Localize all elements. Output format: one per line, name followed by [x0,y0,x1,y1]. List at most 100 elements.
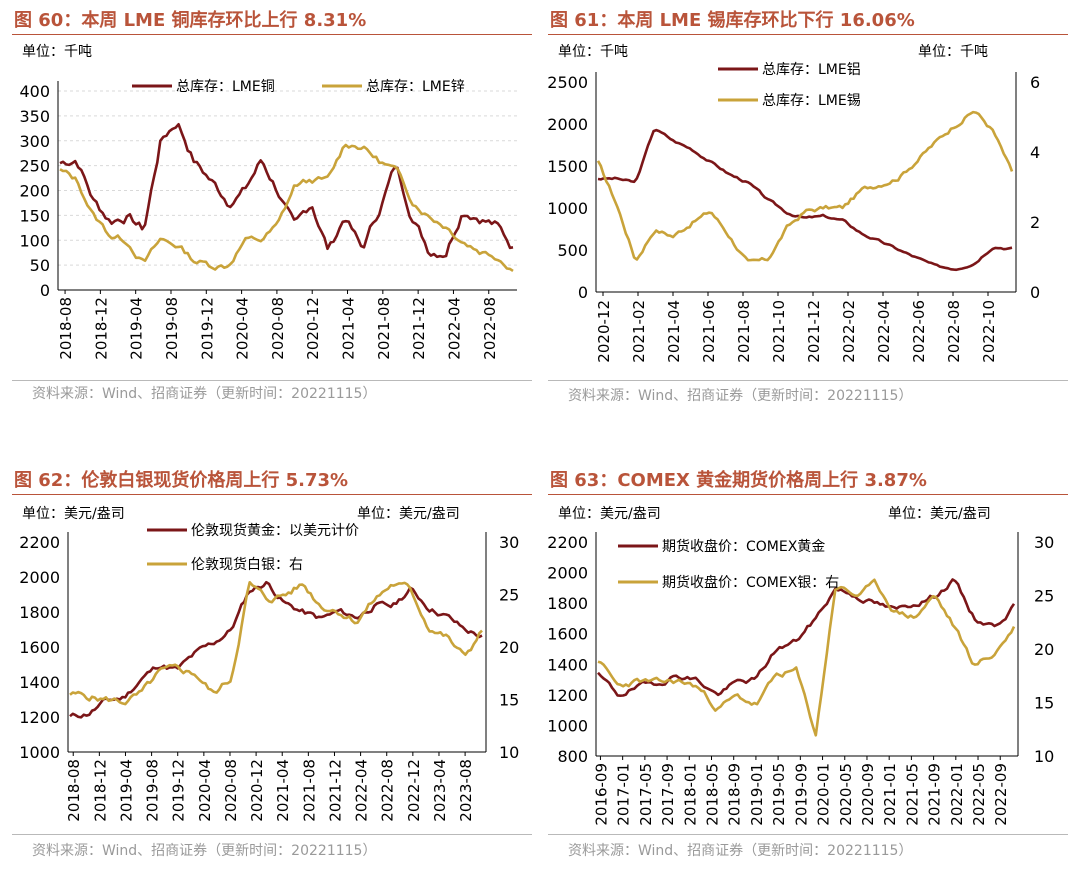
y-tick-label: 2200 [547,533,588,552]
y-tick-label: 1000 [19,743,60,762]
x-tick-label: 2022-06 [910,300,928,363]
x-tick-label: 2019-12 [170,759,188,822]
y-tick-label: 150 [19,206,50,225]
x-tick-label: 2019-08 [144,759,162,822]
source-rule [12,380,532,381]
x-tick-label: 2019-08 [163,297,181,360]
y-right-tick-label: 25 [1034,587,1054,606]
x-tick-label: 2021-09 [926,763,944,826]
x-tick-label: 2020-09 [859,763,877,826]
unit-label-left: 单位：千吨 [22,44,92,60]
y-tick-label: 1500 [547,157,588,176]
x-tick-label: 2022-09 [992,763,1010,826]
x-tick-label: 2021-04 [274,759,292,822]
series-line [597,128,1013,272]
y-tick-label: 1000 [547,716,588,735]
unit-label-right: 单位：千吨 [918,44,988,60]
x-tick-label: 2021-05 [903,763,921,826]
series-line [597,578,1016,697]
unit-label-left: 单位：美元/盎司 [558,506,661,522]
y-tick-label: 50 [30,256,50,275]
y-tick-label: 800 [557,747,588,766]
y-right-tick-label: 6 [1030,73,1040,92]
y-tick-label: 1000 [547,199,588,218]
legend-label: 总库存：LME铜 [176,79,275,95]
x-tick-label: 2020-12 [248,759,266,822]
y-tick-label: 1200 [19,708,60,727]
y-tick-label: 2000 [547,115,588,134]
source-rule [548,834,1068,835]
legend-label: 期货收盘价：COMEX银：右 [662,574,839,591]
x-tick-label: 2022-08 [379,759,397,822]
x-tick-label: 2022-10 [980,300,998,363]
x-tick-label: 2017-01 [615,763,633,826]
x-tick-label: 2022-04 [875,300,893,363]
x-tick-label: 2019-09 [792,763,810,826]
y-tick-label: 1400 [547,655,588,674]
unit-label-left: 单位：千吨 [558,44,628,60]
x-tick-label: 2020-12 [595,300,613,363]
x-tick-label: 2018-08 [57,297,75,360]
x-tick-label: 2022-04 [353,759,371,822]
x-tick-label: 2022-01 [948,763,966,826]
y-tick-label: 0 [578,283,588,302]
x-tick-label: 2022-05 [970,763,988,826]
x-tick-label: 2021-01 [881,763,899,826]
x-tick-label: 2023-04 [431,759,449,822]
y-tick-label: 1800 [547,594,588,613]
y-tick-label: 1800 [19,603,60,622]
legend-label: 总库存：LME锌 [366,79,465,95]
y-tick-label: 1600 [547,625,588,644]
legend-label: 伦敦现货白银：右 [191,556,303,573]
chart-panel-61: 图 61：本周 LME 锡库存环比下行 16.06% 0 500 1000 1500 2… [547,0,1068,420]
x-tick-label: 2019-12 [198,297,216,360]
x-tick-label: 2019-01 [748,763,766,826]
y-tick-label: 100 [19,231,50,250]
x-tick-label: 2017-05 [637,763,655,826]
source-note: 资料来源：Wind、招商证券（更新时间：20221115） [32,843,377,859]
x-tick-label: 2020-04 [196,759,214,822]
chart-panel-60: 图 60：本周 LME 铜库存环比上行 8.31% 0 50 100 150 200 25… [12,0,532,420]
series-line [59,143,514,272]
y-tick-label: 1600 [19,638,60,657]
chart-title: 图 60：本周 LME 铜库存环比上行 8.31% [14,10,367,31]
chart-title: 图 63：COMEX 黄金期货价格周上行 3.87% [550,470,927,491]
source-rule [12,834,532,835]
title-rule [548,494,1068,495]
y-right-tick-label: 10 [499,743,519,762]
legend-label: 伦敦现货黄金：以美元计价 [191,522,359,539]
y-right-tick-label: 25 [499,586,519,605]
y-right-tick-label: 15 [1034,694,1054,713]
x-tick-label: 2022-08 [481,297,499,360]
y-right-tick-label: 30 [1034,533,1054,552]
x-tick-label: 2021-08 [735,300,753,363]
legend-label: 期货收盘价：COMEX黄金 [662,538,825,555]
source-note: 资料来源：Wind、招商证券（更新时间：20221115） [568,388,913,404]
chart-svg: 800 1000 1200 1400 1600 1800 2000 2200 10 15 20 25 3… [547,506,1054,826]
y-tick-label: 2200 [19,533,60,552]
x-tick-label: 2020-05 [837,763,855,826]
x-tick-label: 2018-12 [92,297,110,360]
y-right-tick-label: 20 [1034,640,1054,659]
x-tick-label: 2019-04 [128,297,146,360]
x-tick-label: 2016-09 [592,763,610,826]
x-tick-label: 2022-04 [445,297,463,360]
series-line [69,581,483,706]
source-note: 资料来源：Wind、招商证券（更新时间：20221115） [32,386,377,402]
x-tick-label: 2021-08 [375,297,393,360]
x-tick-label: 2019-04 [117,759,135,822]
chart-title: 图 62：伦敦白银现货价格周上行 5.73% [14,470,349,491]
unit-label-left: 单位：美元/盎司 [22,506,125,522]
unit-label-right: 单位：美元/盎司 [888,506,991,522]
legend-label: 总库存：LME铝 [762,62,861,78]
y-tick-label: 500 [557,241,588,260]
series-line [596,110,1014,262]
y-tick-label: 2500 [547,73,588,92]
unit-label-right: 单位：美元/盎司 [357,506,460,522]
x-tick-label: 2020-12 [304,297,322,360]
x-tick-label: 2020-08 [222,759,240,822]
x-tick-label: 2020-04 [234,297,252,360]
y-tick-label: 350 [19,107,50,126]
x-tick-label: 2018-12 [91,759,109,822]
y-tick-label: 1400 [19,673,60,692]
